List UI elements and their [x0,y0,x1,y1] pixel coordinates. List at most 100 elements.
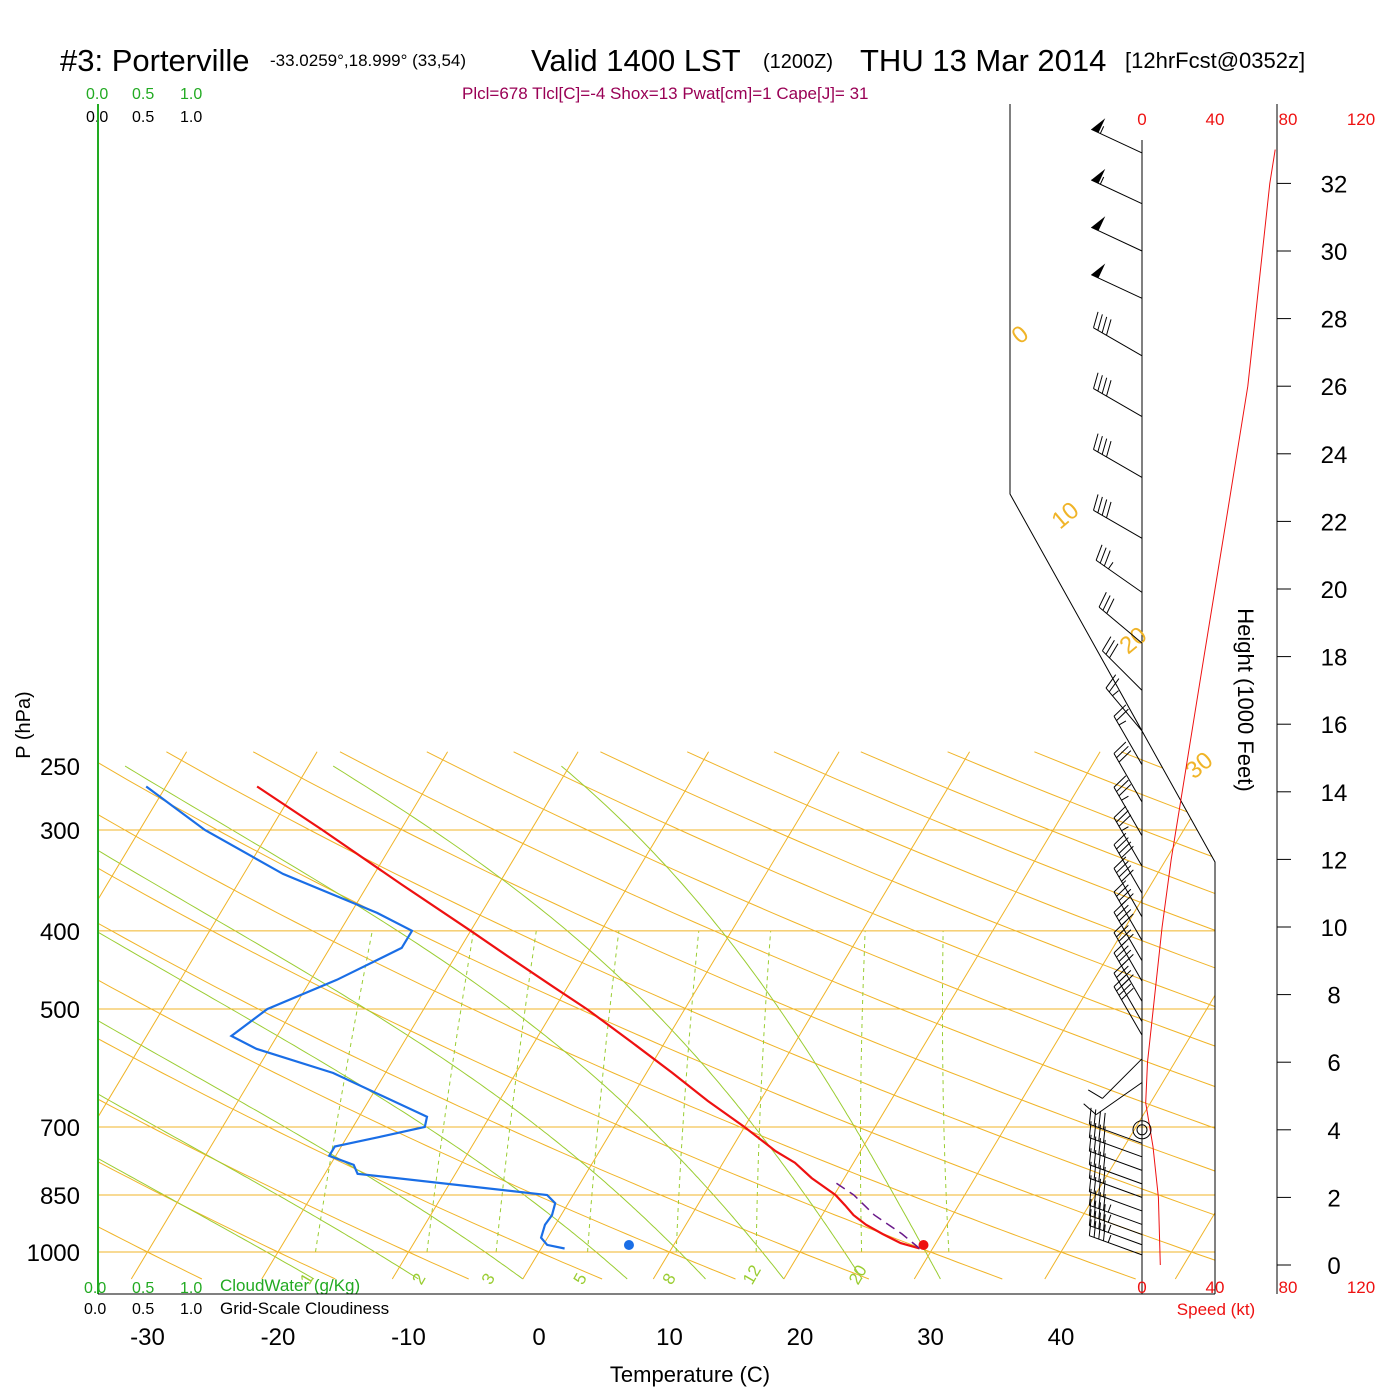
barb-flag [1088,1161,1092,1179]
wind-barb [1093,494,1143,539]
barb-shaft [1102,650,1143,691]
mixing-ratio-line [315,930,373,1253]
barb-flag [1102,1153,1106,1170]
barb-flag [1098,1124,1101,1142]
height-tick-label: 0 [1327,1253,1340,1280]
theta-label: 0 [1007,320,1035,349]
barb-flag [1102,1126,1106,1143]
barb-flag [1093,433,1099,450]
barb-flag [1098,592,1107,608]
wind-barb [1088,1121,1143,1158]
barb-flag [1118,865,1132,878]
barb-flag [1105,674,1117,689]
barb-flag [1083,1103,1097,1115]
barb-flag [1088,1148,1092,1165]
barb-shaft [1093,449,1143,478]
barb-flag [1099,547,1107,564]
barb-shaft [1091,179,1143,205]
barb-flag [1118,983,1132,996]
isotherm-line [783,751,1101,1280]
barb-flag [1121,987,1134,1001]
barb-flag [1093,1163,1097,1181]
wind-barb [1088,1198,1143,1236]
barb-flag [1088,1188,1092,1206]
barb-flag [1093,1177,1097,1194]
barb-half-flag [1107,1224,1112,1233]
cloudwater-tick: 1.0 [180,86,202,103]
cloudwater-tick: 0.0 [86,86,108,103]
station-title: #3: Porterville [60,43,250,78]
moist-adiabat-line [98,1093,419,1280]
dry-adiabat-line [1034,751,1215,1280]
barb-flag [1116,904,1129,917]
barb-flag [1102,1166,1106,1184]
barb-shaft [1113,972,1143,1022]
height-tick-label: 10 [1321,915,1348,942]
barb-shaft [1093,388,1143,418]
barb-pennant [1091,216,1106,231]
dry-adiabat-line [426,751,1215,1280]
wind-barb [1101,636,1143,691]
wind-barb [1113,704,1143,766]
dry-adiabat-line [166,751,1215,1280]
dry-adiabats [98,751,1215,1280]
barb-flag [1121,933,1134,946]
valid-time: Valid 1400 LST [531,43,741,78]
barb-flag [1093,1149,1097,1167]
height-tick-label: 2 [1327,1185,1340,1212]
isotherm-line [261,751,579,1280]
wind-barb [1091,168,1143,205]
dry-adiabat-line [773,751,1215,1280]
cloudiness-tick: 1.0 [180,1301,202,1318]
isobars [98,829,1215,1253]
barb-flag [1121,913,1134,926]
speed-tick-label: 120 [1347,1278,1375,1297]
barb-flag [1116,945,1129,958]
height-tick-label: 6 [1327,1050,1340,1077]
barb-half-flag [1099,126,1105,134]
wind-barb [1088,1209,1143,1246]
barb-flag [1116,884,1129,897]
dry-adiabat-line [98,751,603,1280]
barb-flag [1093,494,1099,511]
barb-half-flag [1121,795,1129,801]
barb-flag [1106,380,1112,397]
wind-barb [1088,1058,1143,1099]
sounding-profiles [145,785,929,1250]
barb-flag [1118,888,1132,902]
calm-circle-inner [1136,1124,1148,1136]
dry-adiabat-line [1207,751,1215,1280]
temperature-tick-label: 0 [532,1324,545,1351]
barb-flag [1093,311,1099,328]
height-tick-label: 20 [1321,577,1348,604]
height-tick-label: 12 [1321,847,1348,874]
dry-adiabat-line [98,751,469,1280]
barb-flag [1098,1192,1101,1209]
barb-flag [1101,499,1108,516]
isotherm-line [130,751,449,1280]
height-tick-label: 22 [1321,509,1348,536]
barb-shaft [1091,226,1143,252]
valid-date: THU 13 Mar 2014 [860,43,1106,78]
station-coords: -33.0259°,18.999° (33,54) [270,51,466,70]
mixing-ratio-label: 20 [845,1262,871,1288]
barb-flag [1102,1139,1106,1157]
wind-barb [1095,544,1143,593]
barb-half-flag [1107,1234,1112,1243]
y-axis-label: P (hPa) [13,691,35,758]
barb-shaft [1089,1225,1143,1246]
barb-flag [1106,440,1112,458]
barb-flag [1093,1122,1097,1140]
wind-barb [1113,741,1143,803]
barb-shaft [1113,891,1143,941]
barb-flag [1097,314,1103,331]
barb-flag [1098,1222,1101,1240]
barb-flag [1118,750,1132,763]
moist-adiabat-line [561,765,941,1280]
pressure-tick-label: 1000 [27,1240,80,1267]
barb-shaft [1089,1177,1143,1198]
cloudwater-tick: 1.0 [180,1280,202,1297]
wind-barb [1091,216,1143,252]
wind-barb [1105,674,1143,732]
isotherm-line [98,751,188,1280]
